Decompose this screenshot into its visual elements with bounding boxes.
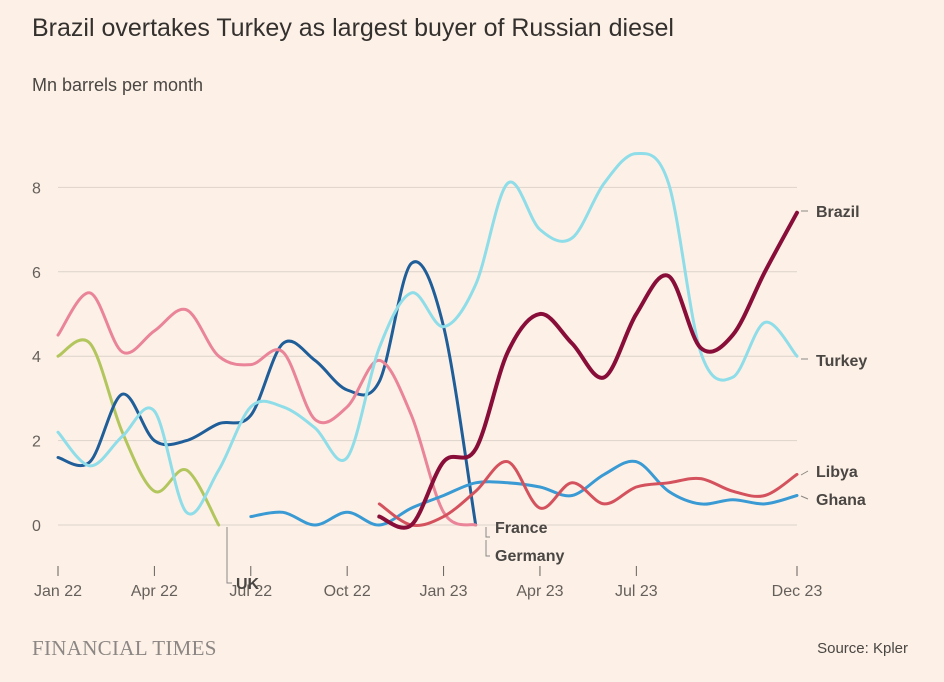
series-labels: Brazil Turkey Libya Ghana France Germany UK — [226, 204, 867, 593]
label-leader-germany — [485, 540, 490, 557]
chart-subtitle: Mn barrels per month — [32, 75, 204, 95]
x-tick-label: Apr 23 — [516, 583, 563, 600]
gridlines — [58, 186, 797, 526]
y-tick-label: 0 — [32, 518, 41, 535]
series-label-ghana: Ghana — [816, 492, 866, 509]
label-leader-ghana — [800, 495, 809, 500]
y-axis-ticks: 0 2 4 6 8 — [32, 180, 41, 535]
series-line-uk — [56, 338, 221, 527]
source-note: Source: Kpler — [817, 640, 908, 657]
series-line-ghana — [249, 459, 799, 527]
series-line-brazil — [377, 210, 799, 530]
chart-title: Brazil overtakes Turkey as largest buyer… — [32, 14, 674, 42]
y-tick-label: 4 — [32, 349, 41, 366]
series-line-turkey — [56, 152, 799, 516]
x-tick-label: Dec 23 — [772, 583, 823, 600]
x-tick-label: Jan 22 — [34, 583, 82, 600]
x-tick-label: Oct 22 — [324, 583, 371, 600]
series-label-brazil: Brazil — [816, 204, 860, 221]
label-leader-france — [485, 527, 490, 538]
x-tick-label: Jan 23 — [420, 583, 468, 600]
label-leader-uk — [226, 527, 232, 584]
series-label-germany: Germany — [495, 548, 564, 565]
label-leader-libya — [800, 470, 809, 476]
x-tick-label: Apr 22 — [131, 583, 178, 600]
series-label-uk: UK — [236, 576, 260, 593]
series-label-france: France — [495, 520, 548, 537]
y-tick-label: 6 — [32, 265, 41, 282]
x-tick-label: Jul 23 — [615, 583, 658, 600]
y-tick-label: 8 — [32, 180, 41, 197]
series-line-libya — [377, 460, 799, 527]
x-tick-label: Jul 22 — [229, 583, 272, 600]
series-label-libya: Libya — [816, 464, 858, 481]
series-label-turkey: Turkey — [816, 353, 867, 370]
y-tick-label: 2 — [32, 434, 41, 451]
series-line-france — [56, 260, 478, 527]
series-line-germany — [56, 291, 478, 527]
x-axis: Jan 22 Apr 22 Jul 22 Oct 22 Jan 23 Apr 23 Jul … — [34, 566, 822, 600]
ft-logo: FINANCIAL TIMES — [32, 636, 217, 660]
series-lines — [56, 152, 799, 530]
